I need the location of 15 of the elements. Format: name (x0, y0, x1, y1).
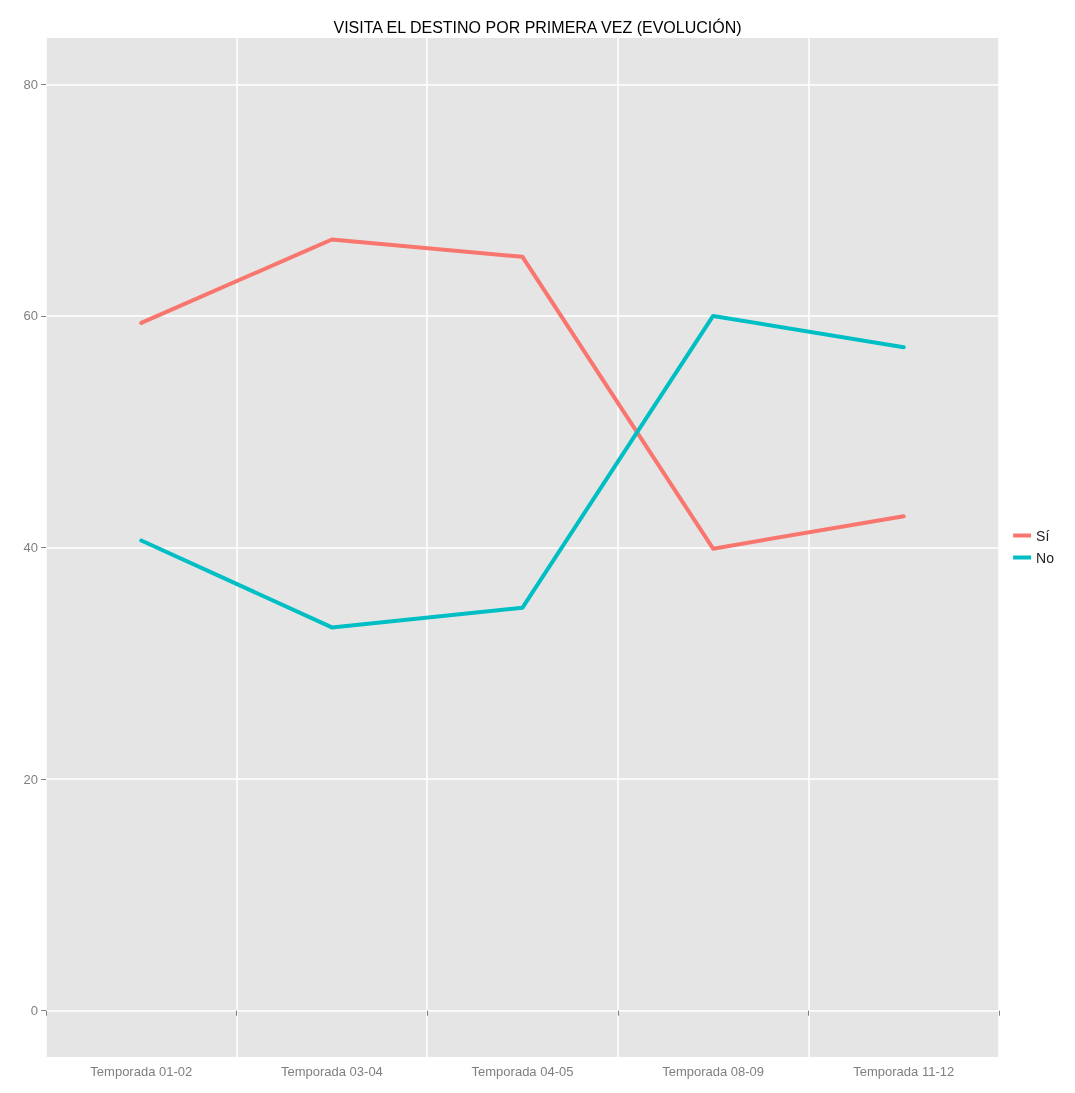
x-tick-label: Temporada 08-09 (662, 1064, 765, 1079)
line-series (139, 237, 906, 551)
y-tick-label: 80 (23, 76, 38, 92)
x-tick-label: Temporada 03-04 (280, 1064, 383, 1079)
x-tick-label: Temporada 01-02 (90, 1064, 193, 1079)
x-tick-label: Temporada 04-05 (471, 1064, 574, 1079)
x-tick-label: Temporada 11-12 (853, 1064, 955, 1079)
chart-title: VISITA EL DESTINO POR PRIMERA VEZ (EVOLUCIÓN) (333, 17, 742, 36)
y-tick-label: 20 (23, 771, 38, 787)
legend-label: Sí (1036, 527, 1050, 544)
legend-label: No (1036, 549, 1055, 566)
y-tick-label: 0 (30, 1003, 38, 1019)
y-tick-label: 60 (23, 308, 38, 324)
line-series (139, 313, 906, 630)
y-tick-label: 40 (23, 540, 38, 555)
